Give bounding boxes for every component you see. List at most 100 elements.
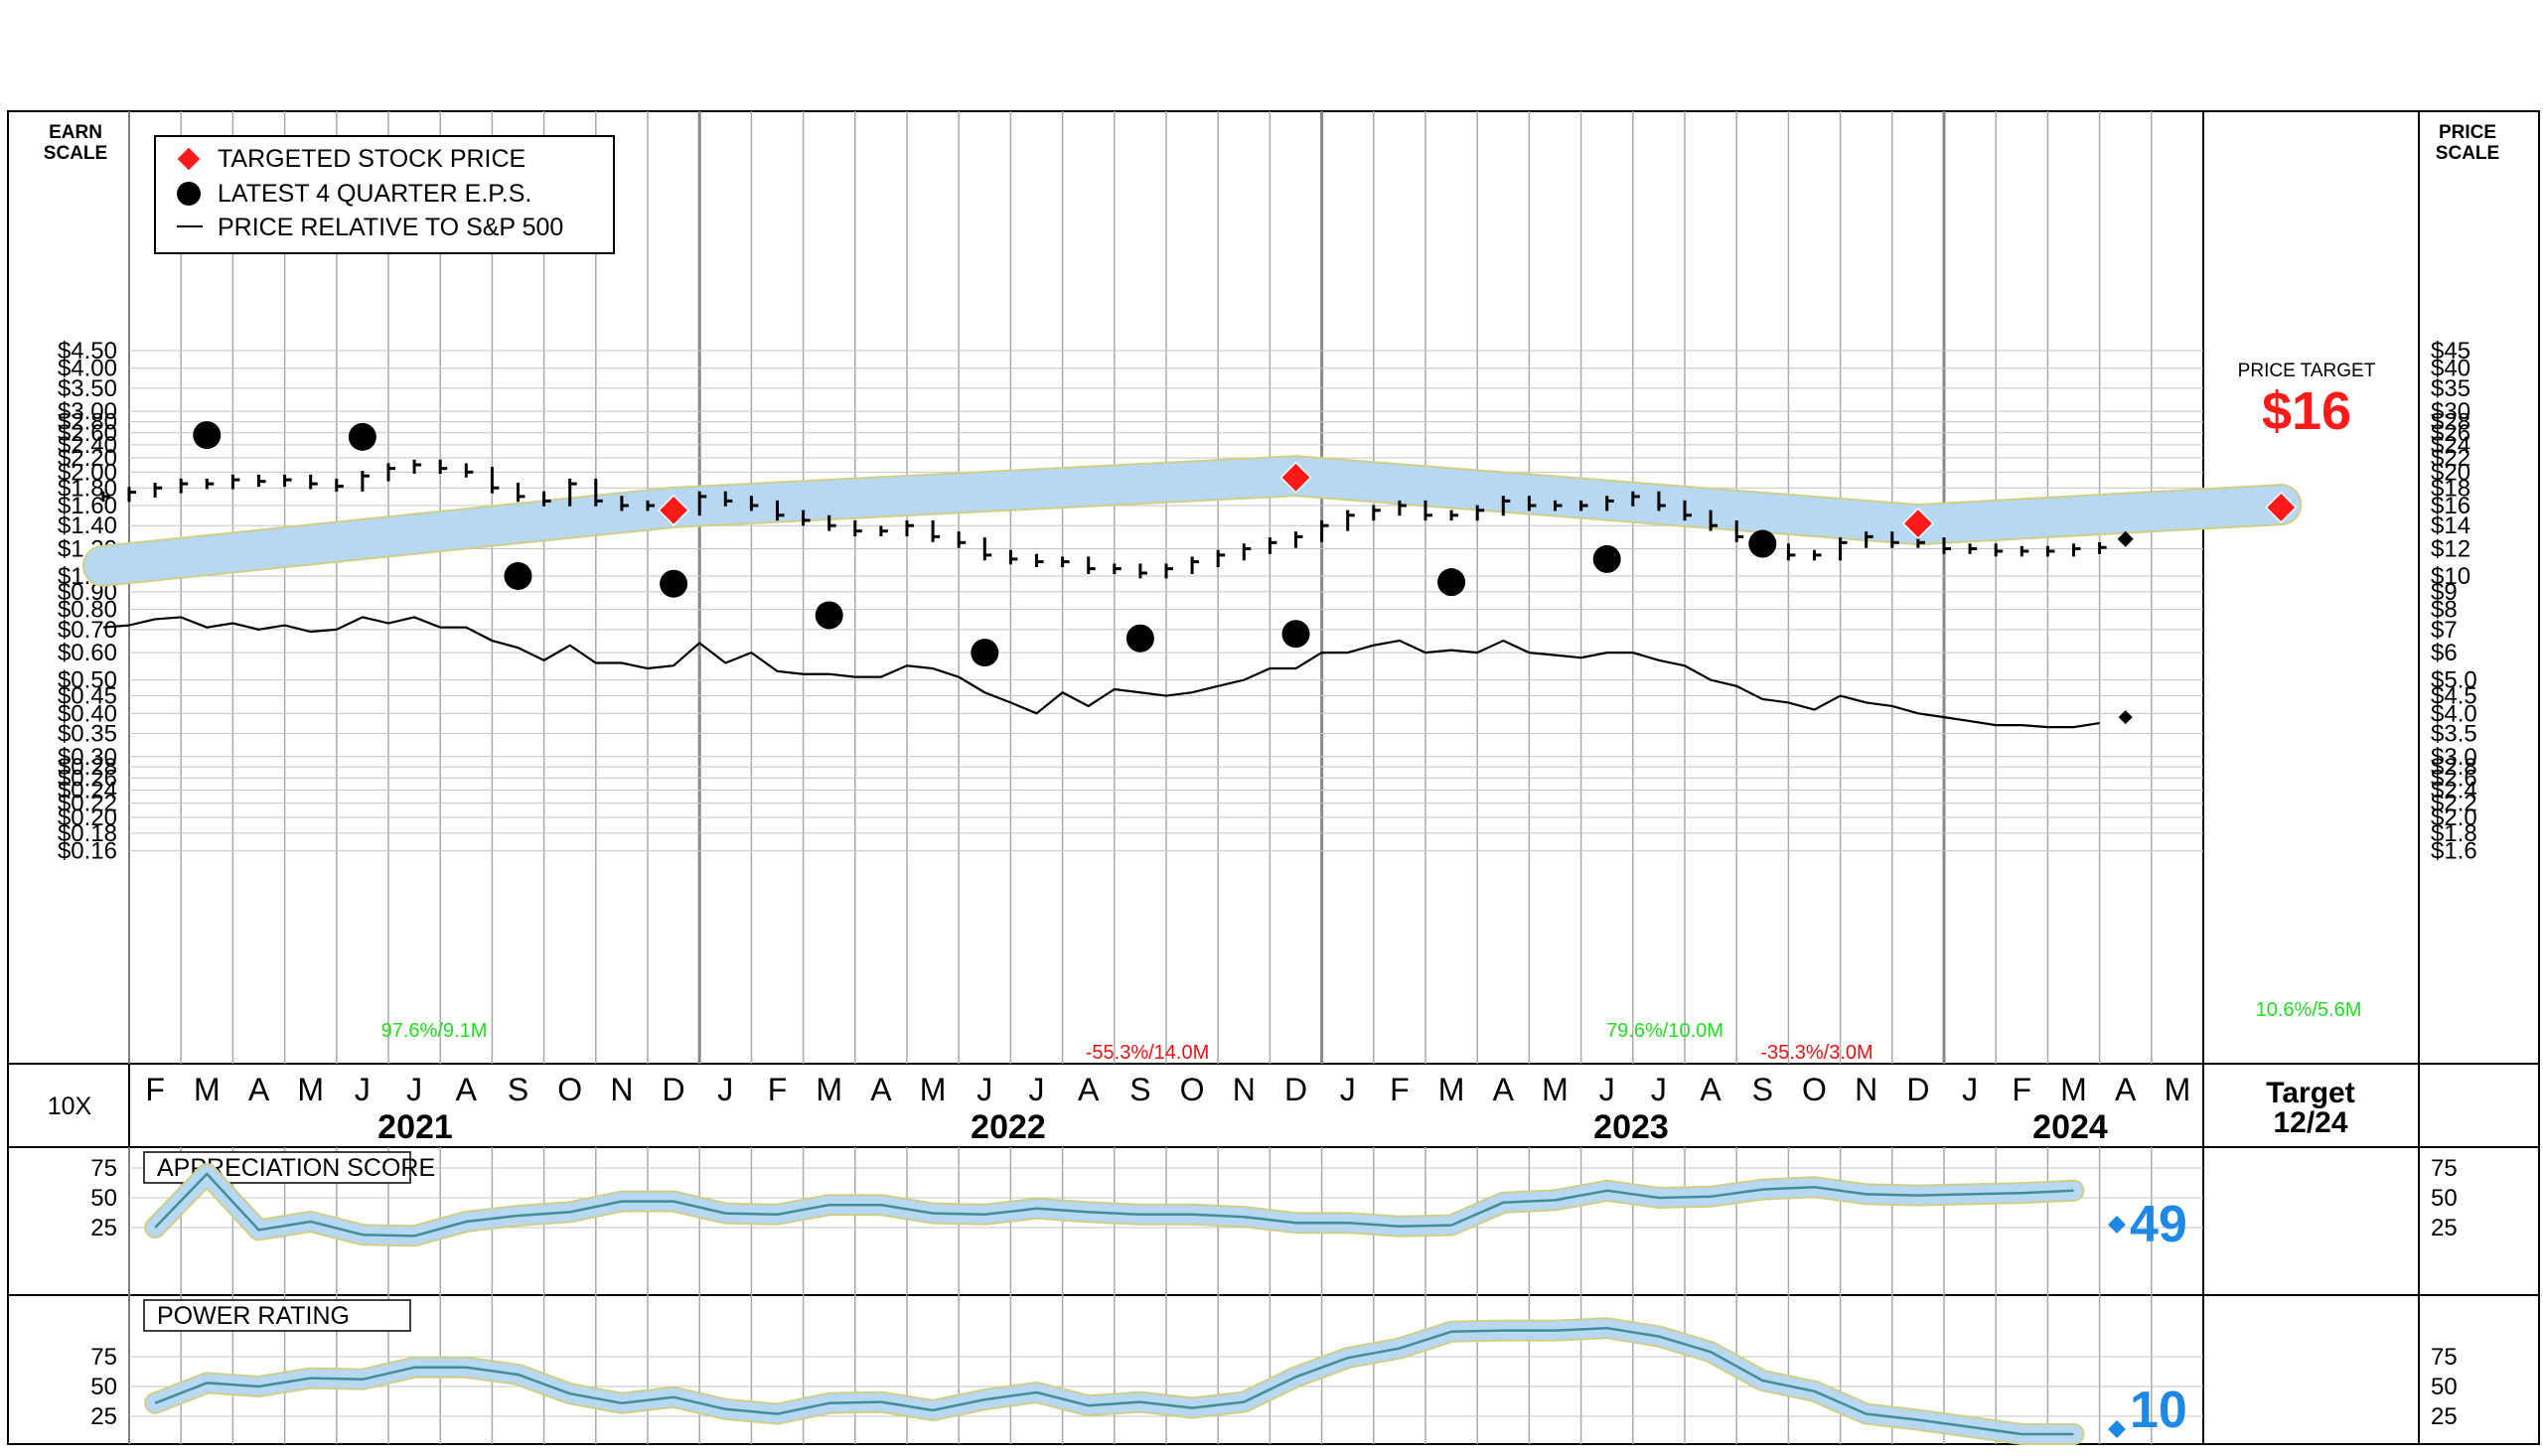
month-label: M bbox=[297, 1072, 324, 1107]
earn-tick-label: $0.16 bbox=[58, 838, 117, 865]
eps-dot bbox=[1281, 620, 1310, 649]
price-tick-label: $8 bbox=[2431, 597, 2458, 624]
month-label: J bbox=[1340, 1072, 1356, 1107]
month-label: N bbox=[1855, 1072, 1877, 1107]
earn-tick-label: $0.22 bbox=[58, 791, 117, 817]
price-tick-label: $1.8 bbox=[2431, 820, 2477, 847]
price-tick-label: $35 bbox=[2431, 375, 2470, 402]
score-tick-left: 50 bbox=[90, 1185, 117, 1212]
price-scale-ticks: $45$40$35$30$28$26$24$22$20$18$16$14$12$… bbox=[2431, 338, 2477, 865]
earn-tick-label: $0.45 bbox=[58, 683, 117, 710]
earn-tick-label: $0.50 bbox=[58, 667, 117, 694]
month-label: J bbox=[355, 1072, 371, 1107]
month-label: J bbox=[1029, 1072, 1045, 1107]
target-price-band bbox=[81, 455, 2303, 587]
month-label: M bbox=[1542, 1072, 1569, 1107]
price-tick-label: $6 bbox=[2431, 640, 2458, 666]
year-2023: 2023 bbox=[1593, 1108, 1669, 1146]
period-change-1: 97.6%/9.1M bbox=[381, 1020, 488, 1042]
price-tick-label: $40 bbox=[2431, 356, 2470, 382]
month-label: D bbox=[1906, 1072, 1929, 1107]
relative-strength-line bbox=[102, 616, 2133, 729]
price-scale-title-2: SCALE bbox=[2436, 143, 2499, 164]
price-tick-label: $16 bbox=[2431, 493, 2470, 519]
earn-tick-label: $3.00 bbox=[58, 398, 117, 425]
earn-tick-label: $4.00 bbox=[58, 356, 117, 382]
eps-markers bbox=[193, 421, 1777, 667]
earn-scale-title-1: EARN bbox=[49, 122, 102, 143]
score-tick-right: 50 bbox=[2431, 1185, 2458, 1212]
earn-tick-label: $0.24 bbox=[58, 777, 117, 803]
power-rating-title: POWER RATING bbox=[157, 1302, 350, 1330]
price-latest-marker bbox=[2117, 530, 2134, 547]
price-tick-label: $14 bbox=[2431, 512, 2470, 539]
month-label: A bbox=[1700, 1072, 1721, 1107]
score-tick-right: 25 bbox=[2431, 1403, 2458, 1430]
score-tick-left: 25 bbox=[90, 1215, 117, 1241]
price-tick-label: $9 bbox=[2431, 579, 2458, 606]
earn-scale-ticks: $4.50$4.00$3.50$3.00$2.80$2.60$2.40$2.20… bbox=[58, 338, 117, 865]
month-label: A bbox=[456, 1072, 478, 1107]
month-label: A bbox=[1493, 1072, 1515, 1107]
score-line bbox=[154, 1326, 2074, 1436]
month-label: M bbox=[920, 1072, 947, 1107]
month-label: M bbox=[2165, 1072, 2191, 1107]
earn-tick-label: $2.00 bbox=[58, 459, 117, 486]
month-label: S bbox=[1752, 1072, 1773, 1107]
period-change-4: -35.3%/3.0M bbox=[1760, 1042, 1872, 1064]
earn-scale-title-2: SCALE bbox=[44, 143, 107, 164]
price-tick-label: $2.2 bbox=[2431, 791, 2477, 817]
price-tick-label: $2.0 bbox=[2431, 804, 2477, 831]
power-rating-ticks: 75 75 50 50 25 25 bbox=[90, 1344, 2457, 1430]
month-label: J bbox=[1599, 1072, 1615, 1107]
appreciation-current-value: 49 bbox=[2130, 1196, 2187, 1253]
eps-dot bbox=[660, 569, 688, 598]
price-target-value: $16 bbox=[2262, 381, 2351, 441]
price-tick-label: $1.6 bbox=[2431, 838, 2477, 865]
month-label: A bbox=[870, 1072, 892, 1107]
price-target-caption: PRICE TARGET bbox=[2238, 361, 2376, 381]
earn-tick-label: $4.50 bbox=[58, 338, 117, 364]
power-rating-panel: POWER RATING 75 75 50 50 25 25 10 bbox=[90, 1299, 2458, 1445]
earn-tick-label: $2.80 bbox=[58, 409, 117, 436]
price-bars bbox=[101, 459, 2134, 579]
month-label: O bbox=[557, 1072, 582, 1107]
month-label: A bbox=[248, 1072, 270, 1107]
earn-tick-label: $0.80 bbox=[58, 597, 117, 624]
price-tick-label: $2.4 bbox=[2431, 777, 2477, 803]
appreciation-ticks: 75 75 50 50 25 25 bbox=[90, 1155, 2457, 1241]
legend: TARGETED STOCK PRICE LATEST 4 QUARTER E.… bbox=[154, 135, 615, 254]
eps-dot bbox=[1437, 568, 1466, 597]
price-tick-label: $30 bbox=[2431, 398, 2470, 425]
price-tick-label: $4.0 bbox=[2431, 700, 2477, 727]
period-change-3: 79.6%/10.0M bbox=[1606, 1020, 1723, 1042]
score-tick-right: 75 bbox=[2431, 1155, 2458, 1182]
score-tick-right: 50 bbox=[2431, 1374, 2458, 1400]
target-diamond bbox=[2265, 491, 2298, 524]
earn-tick-label: $2.20 bbox=[58, 445, 117, 472]
price-tick-label: $5.0 bbox=[2431, 667, 2477, 694]
price-tick-label: $2.6 bbox=[2431, 765, 2477, 792]
score-tick-right: 75 bbox=[2431, 1344, 2458, 1371]
price-tick-label: $20 bbox=[2431, 459, 2470, 486]
period-change-5: 10.6%/5.6M bbox=[2256, 999, 2362, 1021]
month-label: A bbox=[1078, 1072, 1100, 1107]
score-tick-left: 75 bbox=[90, 1344, 117, 1371]
price-tick-label: $3.5 bbox=[2431, 720, 2477, 747]
earn-tick-label: $0.26 bbox=[58, 765, 117, 792]
month-label: D bbox=[663, 1072, 685, 1107]
eps-dot bbox=[1748, 529, 1777, 558]
earn-tick-label: $0.18 bbox=[58, 820, 117, 847]
month-label: N bbox=[610, 1072, 633, 1107]
earn-tick-label: $0.70 bbox=[58, 617, 117, 644]
earn-tick-label: $0.40 bbox=[58, 700, 117, 727]
earn-tick-label: $0.30 bbox=[58, 744, 117, 771]
price-scale-title-1: PRICE bbox=[2439, 122, 2496, 143]
price-tick-label: $3.0 bbox=[2431, 744, 2477, 771]
month-label: O bbox=[1802, 1072, 1827, 1107]
target-date-label-2: 12/24 bbox=[2273, 1106, 2347, 1139]
score-tick-left: 25 bbox=[90, 1403, 117, 1430]
year-2021: 2021 bbox=[377, 1108, 453, 1146]
